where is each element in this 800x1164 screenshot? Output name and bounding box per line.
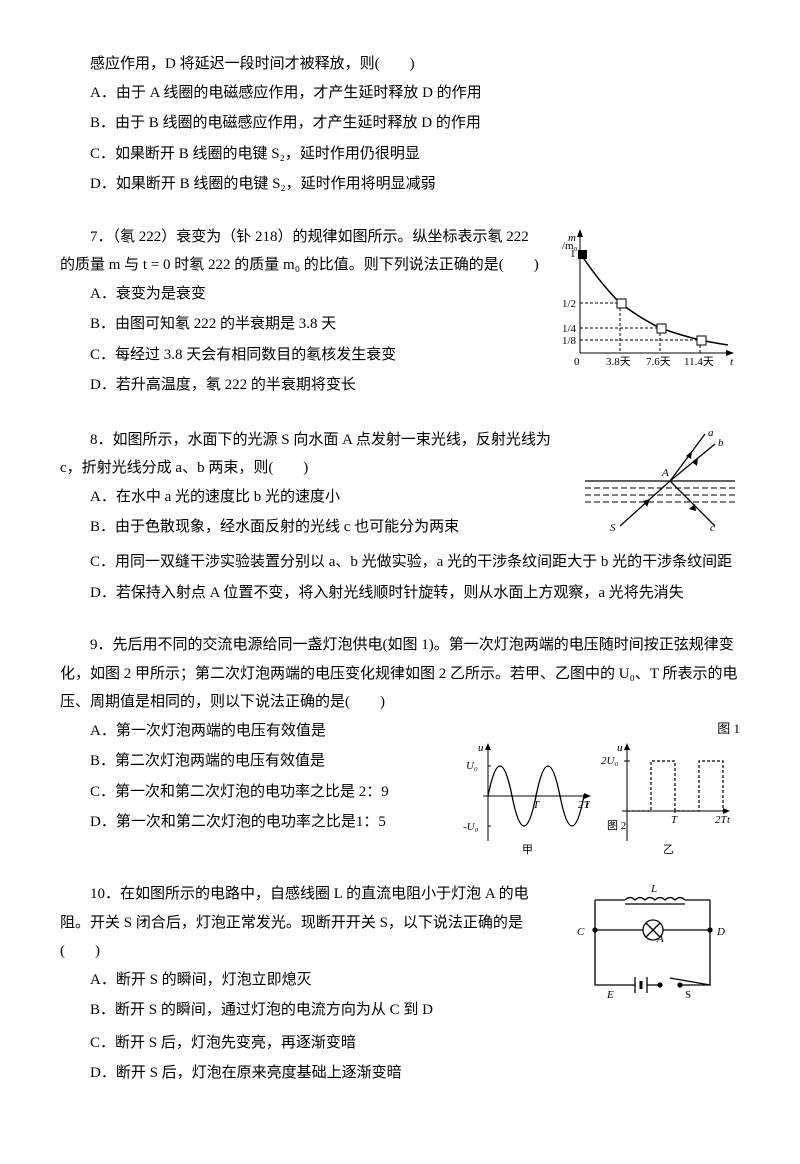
svg-text:U₀: U₀ [466, 760, 478, 772]
svg-text:t: t [727, 814, 731, 826]
svg-text:-U₀: -U₀ [463, 821, 479, 833]
label-A: A [661, 467, 669, 479]
label-A2: A [656, 933, 664, 945]
label-L: L [650, 883, 657, 895]
q10-opt-c: C．断开 S 后，灯泡先变亮，再逐渐变暗 [90, 1029, 740, 1058]
square-chart: 2U₀ u T 2T t 图 2 乙 [601, 741, 736, 856]
q10-figure: L A C D E S [565, 880, 740, 1016]
q8-opt-c: C．用同一双缝干涉实验装置分别以 a、b 光做实验，a 光的干涉条纹间距大于 b… [90, 548, 740, 577]
q9-figures: 图 1 U₀ -U₀ u T 2T t [460, 717, 740, 857]
svg-text:0: 0 [574, 356, 580, 368]
question-8: a b A S c 8．如图所示，水面下的光源 S 向水面 A 点发射一束光线，… [60, 426, 740, 608]
svg-text:1: 1 [570, 248, 576, 260]
q9-text: 9．先后用不同的交流电源给同一盏灯泡供电(如图 1)。第一次灯泡两端的电压随时间… [60, 631, 740, 717]
label-S: S [685, 989, 691, 1001]
svg-text:u: u [478, 742, 484, 754]
svg-text:t: t [730, 356, 734, 368]
svg-text:3.8天: 3.8天 [606, 356, 631, 368]
circuit-diagram: L A C D E S [565, 880, 740, 1005]
q6-opt-b: B．由于 B 线圈的电磁感应作用，才产生延时释放 D 的作用 [90, 109, 740, 138]
label-D: D [716, 926, 725, 938]
decay-chart: m /m₀ 1 1/2 1/4 1/8 0 3.8天 7.6天 11.4天 t [550, 223, 740, 373]
question-9: 9．先后用不同的交流电源给同一盏灯泡供电(如图 1)。第一次灯泡两端的电压随时间… [60, 631, 740, 856]
svg-text:1/4: 1/4 [562, 323, 577, 335]
q6-options: A．由于 A 线圈的电磁感应作用，才产生延时释放 D 的作用 B．由于 B 线圈… [90, 79, 740, 199]
label-S: S [610, 522, 616, 534]
label-b: b [718, 437, 724, 449]
q6-opt-a: A．由于 A 线圈的电磁感应作用，才产生延时释放 D 的作用 [90, 79, 740, 108]
svg-text:2U₀: 2U₀ [601, 755, 618, 767]
q6-opt-d: D．如果断开 B 线圈的电键 S₂，延时作用将明显减弱 [90, 170, 740, 199]
svg-text:1/2: 1/2 [562, 298, 576, 310]
question-6-tail: 感应作用，D 将延迟一段时间才被释放，则( ) A．由于 A 线圈的电磁感应作用… [60, 50, 740, 199]
label-E: E [606, 989, 614, 1001]
svg-text:11.4天: 11.4天 [684, 356, 714, 368]
label-c: c [710, 522, 715, 534]
sine-chart: U₀ -U₀ u T 2T t 甲 [460, 741, 595, 856]
q7-figure: m /m₀ 1 1/2 1/4 1/8 0 3.8天 7.6天 11.4天 t [550, 223, 740, 384]
q6-intro: 感应作用，D 将延迟一段时间才被释放，则( ) [60, 50, 740, 79]
svg-text:图 2: 图 2 [607, 819, 626, 832]
svg-text:7.6天: 7.6天 [646, 356, 671, 368]
label-a: a [708, 427, 714, 439]
q8-opt-d: D．若保持入射点 A 位置不变，将入射光线顺时针旋转，则从水面上方观察，a 光将… [90, 579, 740, 608]
question-7: m /m₀ 1 1/2 1/4 1/8 0 3.8天 7.6天 11.4天 t … [60, 223, 740, 402]
svg-text:2T: 2T [715, 814, 728, 826]
question-10: L A C D E S 10．在如图所示的电路中，自感线圈 L 的直流电阻小于灯… [60, 880, 740, 1090]
svg-text:T: T [533, 799, 540, 811]
yi-label: 乙 [663, 843, 674, 856]
label-C: C [577, 926, 585, 938]
refraction-diagram: a b A S c [580, 426, 740, 536]
svg-text:u: u [617, 742, 623, 754]
svg-text:T: T [671, 814, 678, 826]
q10-opt-d: D．断开 S 后，灯泡在原来亮度基础上逐渐变暗 [90, 1059, 740, 1088]
jia-label: 甲 [522, 844, 533, 856]
fig1-label: 图 1 [460, 717, 740, 742]
q8-figure: a b A S c [580, 426, 740, 547]
svg-text:1/8: 1/8 [562, 335, 577, 347]
q6-opt-c: C．如果断开 B 线圈的电键 S₂，延时作用仍很明显 [90, 140, 740, 169]
